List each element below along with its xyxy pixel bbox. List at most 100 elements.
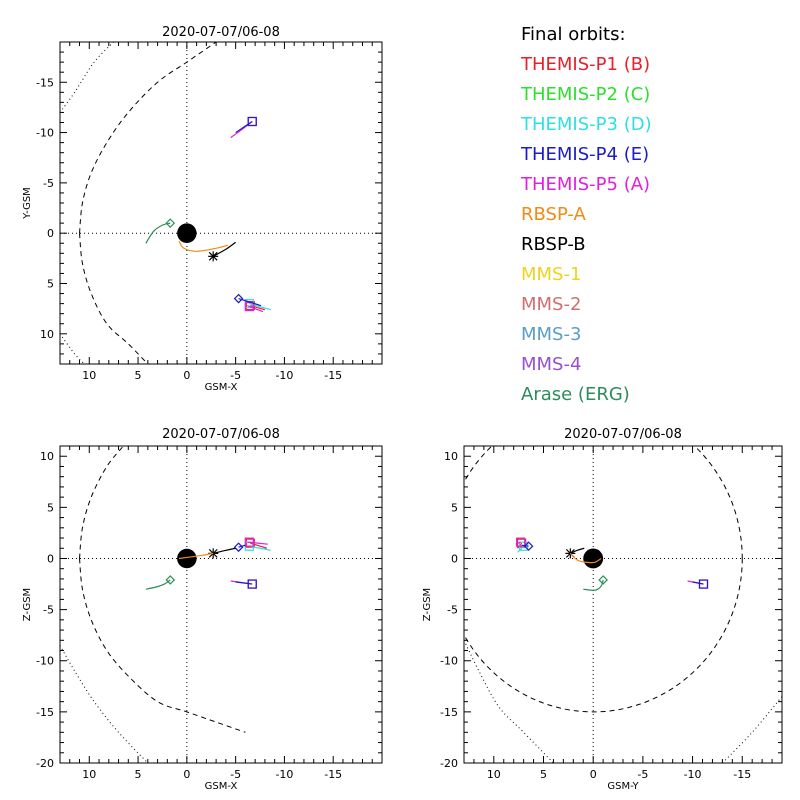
x-tick-label: 0 bbox=[590, 768, 597, 781]
y-tick-label: 5 bbox=[47, 501, 54, 514]
bow-shock-line bbox=[60, 645, 149, 763]
orbit-track-themis-p4-e bbox=[235, 581, 253, 585]
orbit-track-rbsp-a bbox=[178, 552, 214, 560]
x-tick-label: 5 bbox=[135, 768, 142, 781]
orbit-track-themis-p4-e bbox=[692, 581, 704, 585]
earth-disk bbox=[583, 548, 604, 569]
y-tick-label: 5 bbox=[47, 278, 54, 291]
plot-frame bbox=[59, 445, 383, 764]
orbit-track-rbsp-b bbox=[212, 241, 236, 257]
x-tick-label: -10 bbox=[275, 768, 293, 781]
panel-1: 2020-07-07/06-08 10 5 0 -5 -10 -15 -15 -10 -5 0 5 10… bbox=[22, 25, 383, 393]
orbit-track-themis-p2-c bbox=[247, 305, 264, 313]
orbit-marker-arase-erg bbox=[165, 575, 176, 585]
legend-heading: Final orbits: bbox=[521, 24, 626, 45]
x-tick-label: 0 bbox=[183, 768, 190, 781]
y-tick-label: -15 bbox=[36, 706, 54, 719]
x-tick-label: 0 bbox=[183, 369, 190, 382]
panel-3: 2020-07-07/06-08 10 5 0 -5 -10 -15 -20 -15 -10 -5 0… bbox=[422, 427, 783, 792]
orbit-marker-arase-erg bbox=[598, 575, 608, 585]
y-tick-label: 0 bbox=[47, 552, 54, 565]
panel-title: 2020-07-07/06-08 bbox=[564, 427, 682, 442]
magnetopause-line bbox=[79, 558, 246, 733]
orbit-marker-themis-p2-c bbox=[516, 537, 526, 547]
y-tick-label: -10 bbox=[36, 655, 54, 668]
legend-entry: MMS-3 bbox=[521, 324, 581, 345]
legend-entry: THEMIS-P3 (D) bbox=[520, 114, 652, 135]
y-axis-label: Z-GSM bbox=[422, 588, 433, 621]
x-tick-label: 10 bbox=[82, 768, 96, 781]
legend-items: THEMIS-P1 (B) THEMIS-P2 (C) THEMIS-P3 (D) T… bbox=[520, 54, 652, 405]
legend-entry: Arase (ERG) bbox=[521, 384, 630, 405]
bow-shock-line bbox=[60, 42, 115, 113]
plot-frame bbox=[59, 41, 383, 365]
orbit-track-themis-p4-e bbox=[235, 120, 253, 134]
x-tick-label: 5 bbox=[135, 369, 142, 382]
magnetopause-line bbox=[79, 233, 149, 364]
bow-shock-line bbox=[60, 333, 85, 364]
orbit-track-themis-p4-e bbox=[238, 298, 262, 307]
x-tick-label: 10 bbox=[487, 768, 501, 781]
legend-entry: THEMIS-P5 (A) bbox=[520, 174, 650, 195]
orbit-marker-rbsp-b bbox=[208, 251, 219, 262]
y-tick-label: 5 bbox=[451, 501, 458, 514]
x-tick-label: 5 bbox=[540, 768, 547, 781]
x-tick-label: -10 bbox=[684, 768, 702, 781]
legend-entry: MMS-4 bbox=[521, 354, 581, 375]
orbit-track-rbsp-a bbox=[178, 240, 228, 252]
y-tick-label: 0 bbox=[451, 552, 458, 565]
orbit-marker-themis-p4-e bbox=[247, 116, 257, 127]
y-tick-label: -15 bbox=[440, 706, 458, 719]
x-tick-label: -15 bbox=[733, 768, 751, 781]
orbit-track-arase-erg bbox=[145, 222, 171, 244]
magnetopause-line bbox=[464, 446, 743, 713]
legend-entry: THEMIS-P1 (B) bbox=[520, 54, 650, 75]
x-tick-label: 10 bbox=[82, 369, 96, 382]
plot-area bbox=[60, 446, 382, 763]
y-tick-label: -5 bbox=[447, 604, 458, 617]
earth-disk bbox=[177, 548, 197, 569]
y-tick-label: 0 bbox=[47, 227, 54, 240]
orbit-track-rbsp-a bbox=[569, 552, 602, 564]
x-tick-label: -5 bbox=[637, 768, 648, 781]
y-axis-label: Z-GSM bbox=[22, 588, 33, 621]
y-tick-label: 10 bbox=[40, 450, 54, 463]
magnetopause-line bbox=[79, 42, 217, 234]
y-tick-label: -10 bbox=[36, 127, 54, 140]
orbit-marker-themis-p4-e bbox=[233, 293, 244, 304]
x-tick-label: -15 bbox=[324, 369, 342, 382]
x-tick-label: -10 bbox=[275, 369, 293, 382]
plot-area bbox=[60, 42, 382, 364]
bow-shock-line bbox=[722, 696, 782, 763]
y-tick-label: -20 bbox=[440, 757, 458, 770]
magnetopause-line bbox=[79, 446, 124, 559]
x-axis-label: GSM-X bbox=[205, 781, 238, 792]
bow-shock-line bbox=[464, 640, 554, 763]
orbit-marker-themis-p4-e bbox=[233, 542, 244, 553]
orbit-track-arase-erg bbox=[145, 579, 171, 590]
y-axis-label: Y-GSM bbox=[22, 187, 33, 220]
y-tick-label: 10 bbox=[40, 328, 54, 341]
legend-entry: THEMIS-P4 (E) bbox=[520, 144, 649, 165]
panels: 2020-07-07/06-08 10 5 0 -5 -10 -15 -15 -10 -5 0 5 10… bbox=[22, 25, 783, 792]
legend-entry: MMS-1 bbox=[521, 264, 581, 285]
panel-title: 2020-07-07/06-08 bbox=[162, 25, 280, 40]
y-tick-label: -20 bbox=[36, 757, 54, 770]
orbit-marker-arase-erg bbox=[165, 218, 176, 228]
orbit-track-themis-p2-c bbox=[247, 541, 268, 545]
orbit-track-themis-p1-b bbox=[250, 542, 268, 549]
orbit-marker-themis-p2-c bbox=[244, 302, 254, 312]
orbit-track-themis-p2-c bbox=[515, 541, 521, 545]
plot-area bbox=[464, 446, 782, 763]
x-tick-label: -15 bbox=[324, 768, 342, 781]
legend-entry: THEMIS-P2 (C) bbox=[520, 84, 650, 105]
x-axis-label: GSM-X bbox=[205, 382, 238, 393]
orbit-track-themis-p3-d bbox=[249, 303, 271, 311]
legend-entry: MMS-2 bbox=[521, 294, 581, 315]
orbit-legend: Final orbits: THEMIS-P1 (B) THEMIS-P2 (C)… bbox=[520, 24, 652, 405]
y-tick-label: -5 bbox=[43, 177, 54, 190]
y-tick-label: -5 bbox=[43, 604, 54, 617]
orbit-marker-themis-p4-e bbox=[698, 579, 709, 589]
orbit-track-rbsp-b bbox=[213, 547, 236, 554]
